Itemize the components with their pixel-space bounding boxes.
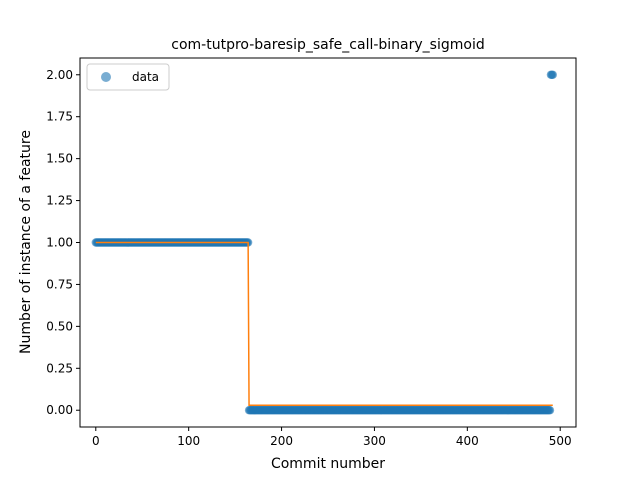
x-tick-label: 500 <box>549 434 572 448</box>
y-tick-label: 0.25 <box>46 361 73 375</box>
fit-line <box>95 241 553 406</box>
y-tick-label: 0.75 <box>46 277 73 291</box>
legend-marker-data <box>101 72 111 82</box>
y-tick-label: 0.00 <box>46 403 73 417</box>
legend-frame <box>86 63 170 91</box>
x-tick-label: 300 <box>363 434 386 448</box>
y-tick-label: 2.00 <box>46 68 73 82</box>
axes: 0 100 200 300 400 500 0.00 0.25 0.50 0.75 1.00 1.25… <box>46 57 577 448</box>
y-tick-label: 1.75 <box>46 110 73 124</box>
y-axis-label: Number of instance of a feature <box>18 130 34 354</box>
x-tick-label: 200 <box>270 434 293 448</box>
y-tick-label: 1.00 <box>46 236 73 250</box>
legend-label-data: data <box>132 70 159 84</box>
legend: data <box>86 63 170 91</box>
x-tick-label: 400 <box>456 434 479 448</box>
y-tick-label: 0.50 <box>46 319 73 333</box>
plot-area <box>91 70 557 415</box>
x-tick-label: 0 <box>92 434 100 448</box>
y-tick-label: 1.50 <box>46 152 73 166</box>
chart-title: com-tutpro-baresip_safe_call-binary_sigm… <box>171 37 484 53</box>
y-tick-label: 1.25 <box>46 194 73 208</box>
data-point <box>545 406 555 415</box>
data-point <box>548 70 557 79</box>
x-tick-label: 100 <box>177 434 200 448</box>
x-axis-label: Commit number <box>271 456 385 472</box>
